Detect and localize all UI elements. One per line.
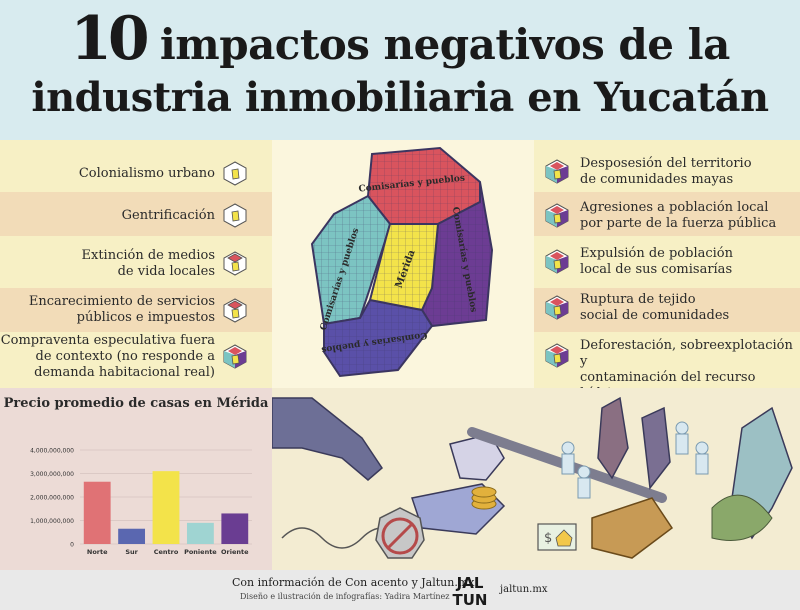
source-credit: Con información de Con acento y Jaltun.m…: [232, 576, 475, 589]
x-tick-label: Norte: [87, 548, 108, 556]
impact-text: Encarecimiento de servicios: [28, 294, 215, 309]
impact-text: públicos e impuestos: [76, 310, 215, 325]
merida-map: Comisarías y pueblos Comisarías y pueblo…: [272, 140, 534, 388]
pointing-arm-illustration: [272, 397, 383, 481]
x-tick-label: Centro: [154, 548, 179, 556]
multicolor-cube-icon: [545, 159, 569, 184]
header: 10 impactos negativos de la industria in…: [0, 0, 800, 140]
impact-text: Compraventa especulativa fuera: [0, 333, 215, 348]
y-tick-label: 4,000,000,000: [30, 448, 74, 455]
impact-item-agresiones: Agresiones a población local por parte d…: [580, 200, 776, 232]
multicolor-cube-icon: [545, 295, 569, 320]
raised-hands-illustration: [597, 396, 629, 480]
x-tick-label: Sur: [125, 548, 138, 556]
y-tick-label: 3,000,000,000: [30, 471, 74, 478]
bar-oriente: [221, 513, 249, 544]
x-tick-label: Oriente: [221, 548, 249, 556]
impact-text: Expulsión de población: [580, 246, 733, 261]
impact-text: de vida locales: [117, 264, 215, 279]
price-bar-chart: 0 1,000,000,000 2,000,000,000 3,000,000,000…: [30, 448, 252, 556]
impact-text: por parte de la fuerza pública: [580, 216, 777, 231]
impact-item-expulsion: Expulsión de población local de sus comi…: [580, 246, 733, 278]
red-cube-icon: [223, 251, 247, 276]
impact-text: Deforestación, sobreexplotación y: [580, 338, 793, 369]
chart-title: Precio promedio de casas en Mérida: [3, 396, 269, 411]
paper-people-illustration: [561, 421, 709, 499]
impact-text: Desposesión del territorio: [580, 156, 752, 171]
protest-illustration: $: [272, 388, 800, 570]
impact-text: de contexto (no responde a: [35, 349, 215, 364]
right-band-1: [534, 192, 800, 236]
bar-sur: [118, 528, 146, 544]
impact-item-extincion: Extinción de medios de vida locales: [82, 248, 216, 280]
design-credit: Diseño e ilustración de infografías: Yad…: [240, 592, 450, 601]
illustration-svg: $: [272, 388, 800, 570]
stop-hand-sign-icon: [375, 507, 425, 559]
y-tick-label: 2,000,000,000: [30, 495, 74, 502]
impact-text: social de comunidades: [580, 308, 730, 323]
yellow-cube-icon: [223, 161, 247, 186]
impact-text: demanda habitacional real): [34, 365, 215, 380]
right-band-2: [534, 288, 800, 332]
impact-item-encarecimiento: Encarecimiento de servicios públicos e i…: [29, 294, 215, 326]
svg-text:TUN: TUN: [453, 591, 488, 608]
red-cube-icon: [223, 298, 247, 323]
impact-item-gentrificacion: Gentrificación: [122, 208, 215, 224]
bar-poniente: [186, 522, 214, 544]
x-tick-label: Poniente: [184, 548, 217, 556]
multicolor-cube-icon: [223, 344, 247, 369]
title-number: 10: [70, 4, 149, 74]
multicolor-cube-icon: [545, 203, 569, 228]
jaltun-url-link[interactable]: jaltun.mx: [500, 584, 548, 595]
price-chart-panel: Precio promedio de casas en Mérida 0 1,00…: [0, 388, 272, 570]
impact-text: de comunidades mayas: [580, 172, 734, 187]
multicolor-cube-icon: [545, 249, 569, 274]
impact-item-ruptura: Ruptura de tejido social de comunidades: [580, 292, 729, 324]
impact-item-compraventa: Compraventa especulativa fuera de contex…: [1, 333, 215, 381]
title-line-1-text: impactos negativos de la: [159, 20, 731, 69]
bar-norte: [83, 481, 111, 544]
impact-text: Colonialismo urbano: [78, 166, 215, 181]
cut-logs-illustration: [591, 497, 674, 559]
multicolor-cube-icon: [545, 343, 569, 368]
impact-item-colonialismo: Colonialismo urbano: [79, 166, 215, 182]
y-tick-label: 0: [70, 542, 74, 549]
y-tick-label: 1,000,000,000: [30, 518, 74, 525]
impact-text: local de sus comisarías: [580, 262, 733, 277]
svg-text:$: $: [544, 531, 552, 546]
jaltun-logo: JAL TUN: [453, 574, 488, 608]
map-svg: Comisarías y pueblos Comisarías y pueblo…: [310, 146, 494, 378]
svg-text:JAL: JAL: [456, 574, 484, 592]
yellow-cube-icon: [223, 203, 247, 228]
impact-text: Gentrificación: [121, 208, 215, 223]
bar-centro: [152, 471, 180, 544]
impact-text: Agresiones a población local: [580, 200, 769, 215]
impact-text: Extinción de medios: [81, 248, 216, 263]
footer: Con información de Con acento y Jaltun.m…: [0, 570, 800, 610]
impact-item-desposesion: Desposesión del territorio de comunidade…: [580, 156, 752, 188]
page-title-line-2: industria inmobiliaria en Yucatán: [31, 74, 769, 121]
impact-text: Ruptura de tejido: [580, 292, 696, 307]
page-title-line-1: 10 impactos negativos de la: [0, 4, 800, 74]
